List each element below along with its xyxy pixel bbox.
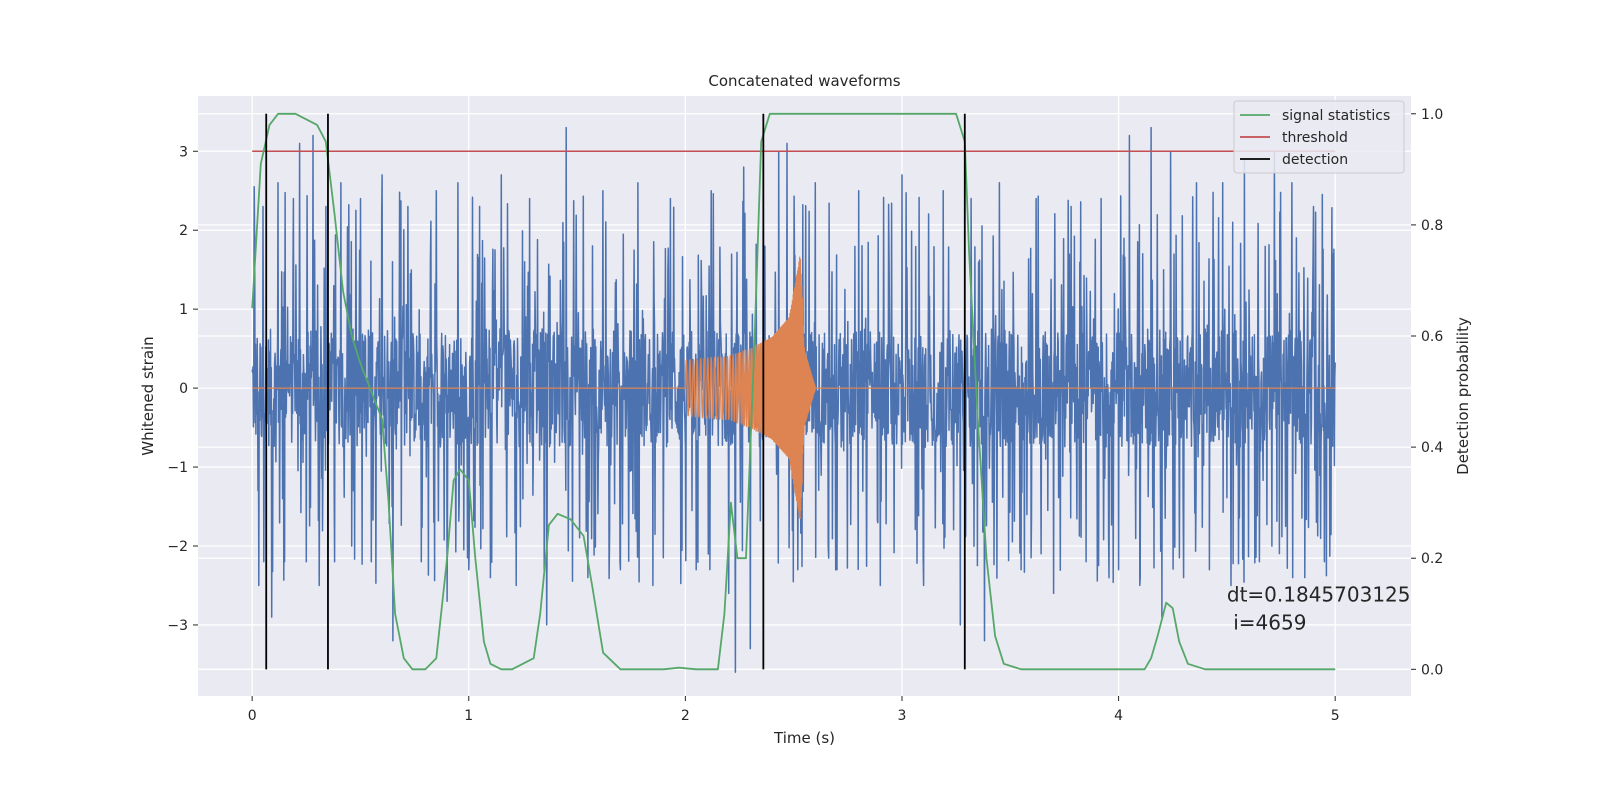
right-tick-label: 0.0 (1421, 662, 1443, 678)
x-tick-label: 1 (464, 708, 473, 724)
series-layer (251, 112, 1336, 674)
legend-box (1233, 100, 1405, 174)
right-tick-label: 1.0 (1421, 107, 1443, 123)
right-tick-label: 0.4 (1421, 440, 1443, 456)
y-axis-ticks: −3 −2 −1 0 1 2 3 (167, 144, 198, 634)
y-tick-label: 2 (179, 223, 188, 239)
annotation-index: i=4659 (1227, 610, 1307, 634)
legend: signal statistics threshold detection (1233, 100, 1405, 174)
signal-statistics-line (251, 112, 1336, 671)
legend-label-threshold: threshold (1282, 130, 1348, 146)
x-axis-ticks: 0 1 2 3 4 5 (248, 696, 1340, 724)
x-tick-label: 4 (1114, 708, 1123, 724)
x-tick-label: 2 (681, 708, 690, 724)
annotation-dt: dt=0.1845703125 (1227, 582, 1411, 606)
y-tick-label: −1 (167, 460, 188, 476)
y-tick-label: 0 (179, 381, 188, 397)
x-tick-label: 5 (1331, 708, 1340, 724)
y-axis-label: Whitened strain (139, 336, 157, 455)
legend-label-detection: detection (1282, 152, 1348, 168)
x-axis-label: Time (s) (773, 729, 835, 747)
y-tick-label: −3 (167, 618, 188, 634)
chart-title: Concatenated waveforms (708, 72, 900, 90)
y-tick-label: 1 (179, 302, 188, 318)
y-tick-label: −2 (167, 539, 188, 555)
legend-label-signal-statistics: signal statistics (1282, 108, 1390, 124)
x-tick-label: 3 (898, 708, 907, 724)
right-tick-label: 0.2 (1421, 551, 1443, 567)
right-axis-ticks: 0.0 0.2 0.4 0.6 0.8 1.0 (1411, 107, 1443, 678)
right-tick-label: 0.6 (1421, 329, 1443, 345)
right-tick-label: 0.8 (1421, 218, 1443, 234)
right-axis-label: Detection probability (1454, 317, 1472, 475)
y-tick-label: 3 (179, 144, 188, 160)
x-tick-label: 0 (248, 708, 257, 724)
